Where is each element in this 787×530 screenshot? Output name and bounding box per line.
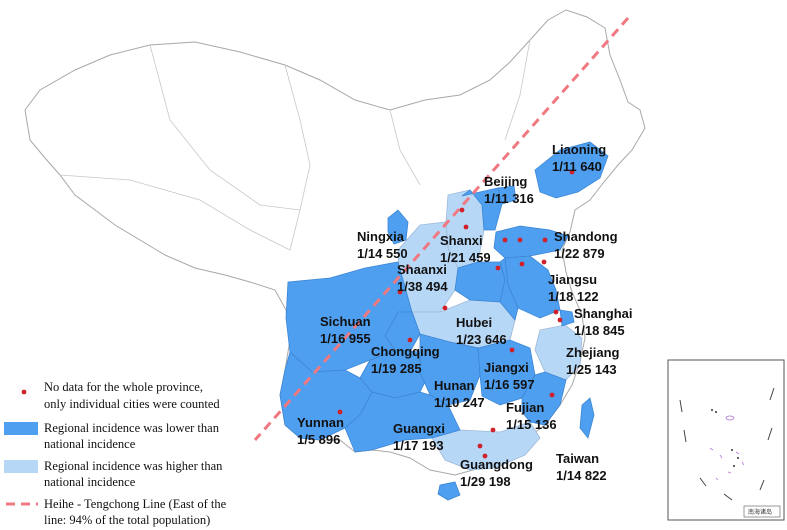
province-incidence-shanghai: 1/18 845 bbox=[574, 323, 625, 338]
city-dot bbox=[482, 453, 488, 459]
province-incidence-shaanxi: 1/38 494 bbox=[397, 279, 448, 294]
region-shandong bbox=[493, 225, 569, 259]
province-name-ningxia: Ningxia bbox=[357, 229, 405, 244]
legend-lower-text-2: national incidence bbox=[44, 437, 136, 451]
south-china-sea-inset: 南海诸岛 bbox=[667, 359, 785, 521]
city-dot bbox=[442, 305, 448, 311]
province-name-zhejiang: Zhejiang bbox=[566, 345, 620, 360]
city-dot bbox=[407, 337, 413, 343]
city-dots bbox=[337, 169, 575, 459]
region-hebei bbox=[461, 187, 503, 231]
legend-lower-text-1: Regional incidence was lower than bbox=[44, 421, 220, 435]
city-dot bbox=[495, 265, 501, 271]
region-anhui bbox=[499, 257, 519, 321]
city-dot bbox=[549, 392, 555, 398]
province-name-yunnan: Yunnan bbox=[297, 415, 344, 430]
province-name-hunan: Hunan bbox=[434, 378, 475, 393]
province-incidence-zhejiang: 1/25 143 bbox=[566, 362, 617, 377]
city-dot bbox=[569, 169, 575, 175]
province-name-guangdong: Guangdong bbox=[460, 457, 533, 472]
province-incidence-chongqing: 1/19 285 bbox=[371, 361, 422, 376]
city-dot bbox=[541, 259, 547, 265]
region-fujian bbox=[521, 371, 567, 426]
region-guangdong bbox=[431, 421, 541, 471]
heihe-tengchong-line bbox=[253, 17, 630, 441]
province-name-liaoning: Liaoning bbox=[552, 142, 606, 157]
city-dot bbox=[490, 427, 496, 433]
legend-line-text-2: line: 94% of the total population) bbox=[44, 513, 210, 527]
province-incidence-guangdong: 1/29 198 bbox=[460, 474, 511, 489]
legend-dot-icon bbox=[21, 389, 27, 395]
city-dot bbox=[477, 443, 483, 449]
city-dot bbox=[517, 237, 523, 243]
city-dot bbox=[337, 409, 343, 415]
province-incidence-sichuan: 1/16 955 bbox=[320, 331, 371, 346]
province-incidence-ningxia: 1/14 550 bbox=[357, 246, 408, 261]
legend-dot-text-1: No data for the whole province, bbox=[44, 380, 203, 394]
legend-higher-text-1: Regional incidence was higher than bbox=[44, 459, 223, 473]
province-incidence-shandong: 1/22 879 bbox=[554, 246, 605, 261]
city-dot bbox=[463, 224, 469, 230]
legend-lower-swatch bbox=[4, 422, 38, 435]
province-name-shaanxi: Shaanxi bbox=[397, 262, 447, 277]
province-incidence-hubei: 1/23 646 bbox=[456, 332, 507, 347]
province-name-hubei: Hubei bbox=[456, 315, 492, 330]
legend-dot-text-2: only individual cities were counted bbox=[44, 397, 220, 411]
province-incidence-shanxi: 1/21 459 bbox=[440, 250, 491, 265]
province-name-jiangxi: Jiangxi bbox=[484, 360, 529, 375]
city-dot bbox=[557, 317, 563, 323]
city-dot bbox=[553, 309, 559, 315]
region-ningxia bbox=[387, 209, 409, 245]
city-dot bbox=[519, 261, 525, 267]
province-name-shanxi: Shanxi bbox=[440, 233, 483, 248]
city-dot bbox=[459, 207, 465, 213]
city-dot bbox=[509, 347, 515, 353]
province-incidence-jiangsu: 1/18 122 bbox=[548, 289, 599, 304]
province-incidence-hunan: 1/10 247 bbox=[434, 395, 485, 410]
province-incidence-guangxi: 1/17 193 bbox=[393, 438, 444, 453]
province-name-chongqing: Chongqing bbox=[371, 344, 440, 359]
province-incidence-taiwan: 1/14 822 bbox=[556, 468, 607, 483]
province-incidence-jiangxi: 1/16 597 bbox=[484, 377, 535, 392]
province-incidence-fujian: 1/15 136 bbox=[506, 417, 557, 432]
region-zhejiang bbox=[534, 324, 583, 381]
province-incidence-beijing: 1/11 316 bbox=[484, 191, 534, 206]
region-guangxi bbox=[344, 391, 461, 453]
city-dot bbox=[397, 289, 403, 295]
province-name-fujian: Fujian bbox=[506, 400, 544, 415]
region-hunan bbox=[419, 333, 481, 406]
region-hainan bbox=[437, 481, 461, 501]
province-borders bbox=[59, 39, 531, 251]
province-name-shandong: Shandong bbox=[554, 229, 618, 244]
legend-higher-text-2: national incidence bbox=[44, 475, 136, 489]
legend: No data for the whole province, only ind… bbox=[4, 380, 227, 527]
inset-caption: 南海诸岛 bbox=[748, 508, 772, 516]
province-incidence-liaoning: 1/11 640 bbox=[552, 159, 602, 174]
legend-line-text-1: Heihe - Tengchong Line (East of the bbox=[44, 497, 227, 511]
city-dot bbox=[502, 237, 508, 243]
province-name-jiangsu: Jiangsu bbox=[548, 272, 597, 287]
province-name-beijing: Beijing bbox=[484, 174, 527, 189]
province-name-guangxi: Guangxi bbox=[393, 421, 445, 436]
province-incidence-yunnan: 1/5 896 bbox=[297, 432, 340, 447]
province-labels: Liaoning 1/11 640 Beijing 1/11 316 Ningxia 1/… bbox=[297, 142, 633, 489]
province-name-taiwan: Taiwan bbox=[556, 451, 599, 466]
province-name-shanghai: Shanghai bbox=[574, 306, 633, 321]
province-name-sichuan: Sichuan bbox=[320, 314, 371, 329]
city-dot bbox=[542, 237, 548, 243]
legend-higher-swatch bbox=[4, 460, 38, 473]
region-taiwan bbox=[579, 397, 595, 439]
